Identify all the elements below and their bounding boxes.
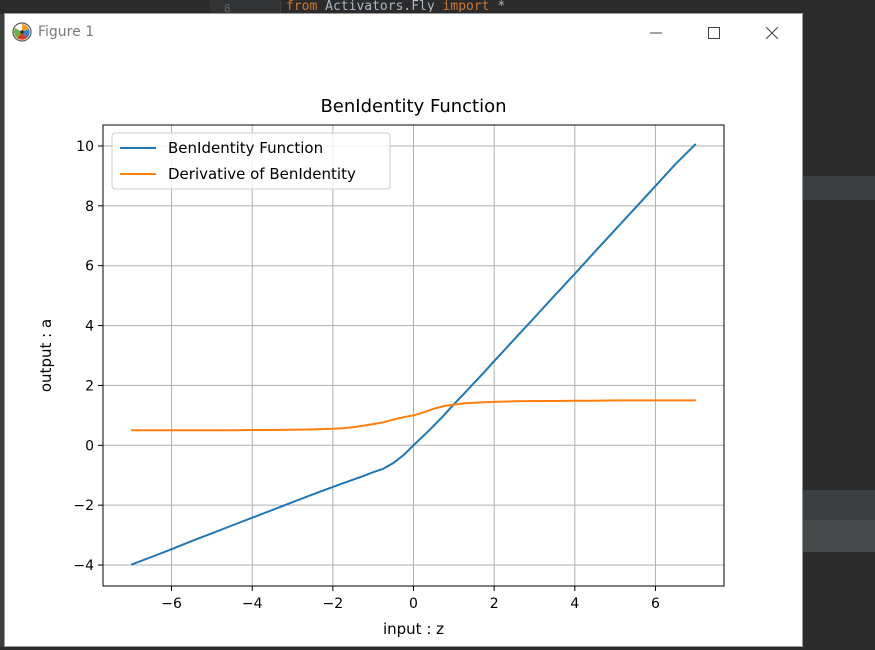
- legend-label-benidentity: BenIdentity Function: [168, 139, 323, 157]
- x-axis-label: input : z: [383, 620, 444, 638]
- y-tick-label: 0: [85, 438, 94, 454]
- y-tick-label: 6: [85, 259, 94, 275]
- maximize-icon: [708, 27, 720, 39]
- ide-right-panel-3: [803, 520, 875, 552]
- figure-window: Figure 1 −6 −4 −2 0 2 4 6 −4 −2 0 2 4 6 8 10 BenIdenti…: [4, 13, 803, 647]
- x-tick-label: −4: [242, 596, 263, 612]
- ide-code-line: from Activators.Fly import *: [286, 0, 505, 12]
- y-tick-label: 10: [76, 139, 94, 155]
- x-tick-label: 4: [570, 596, 579, 612]
- series-line-benidentity: [130, 143, 697, 566]
- plot-area: −6 −4 −2 0 2 4 6 −4 −2 0 2 4 6 8 10 BenIdentity Functi…: [5, 52, 802, 650]
- x-tick-label: −2: [323, 596, 344, 612]
- series-line-derivative: [131, 399, 696, 432]
- close-icon: [766, 27, 778, 39]
- x-tick-label: 0: [409, 596, 418, 612]
- y-axis-label: output : a: [37, 319, 55, 392]
- y-tick-label: 2: [85, 378, 94, 394]
- title-bar[interactable]: Figure 1: [5, 14, 802, 52]
- chart-title: BenIdentity Function: [320, 96, 506, 117]
- window-title: Figure 1: [38, 24, 95, 40]
- legend-label-derivative: Derivative of BenIdentity: [168, 165, 356, 183]
- y-tick-label: −4: [73, 558, 94, 574]
- y-tick-label: −2: [73, 498, 94, 514]
- minimize-button[interactable]: [627, 14, 685, 52]
- legend: BenIdentity Function Derivative of BenId…: [111, 132, 391, 190]
- maximize-button[interactable]: [685, 14, 743, 52]
- ide-module: Activators.Fly: [317, 0, 443, 12]
- y-tick-label: 4: [85, 319, 94, 335]
- close-button[interactable]: [743, 14, 801, 52]
- ide-keyword-from: from: [286, 0, 318, 12]
- legend-box: [111, 132, 391, 190]
- ide-right-panel: [803, 176, 875, 200]
- ide-star: *: [489, 0, 506, 12]
- line-chart: −6 −4 −2 0 2 4 6 −4 −2 0 2 4 6 8 10 BenIdentity Functi…: [37, 96, 725, 638]
- ide-keyword-import: import: [442, 0, 490, 12]
- x-tick-label: −6: [161, 596, 182, 612]
- ide-right-panel-2: [803, 490, 875, 520]
- ide-line-number: 8: [224, 2, 231, 15]
- y-tick-label: 8: [85, 199, 94, 215]
- minimize-icon: [650, 32, 662, 34]
- x-tick-label: 2: [490, 596, 499, 612]
- ide-gutter: [210, 0, 281, 14]
- axes-frame: [102, 124, 725, 587]
- x-tick-label: 6: [651, 596, 660, 612]
- matplotlib-icon: [12, 22, 32, 42]
